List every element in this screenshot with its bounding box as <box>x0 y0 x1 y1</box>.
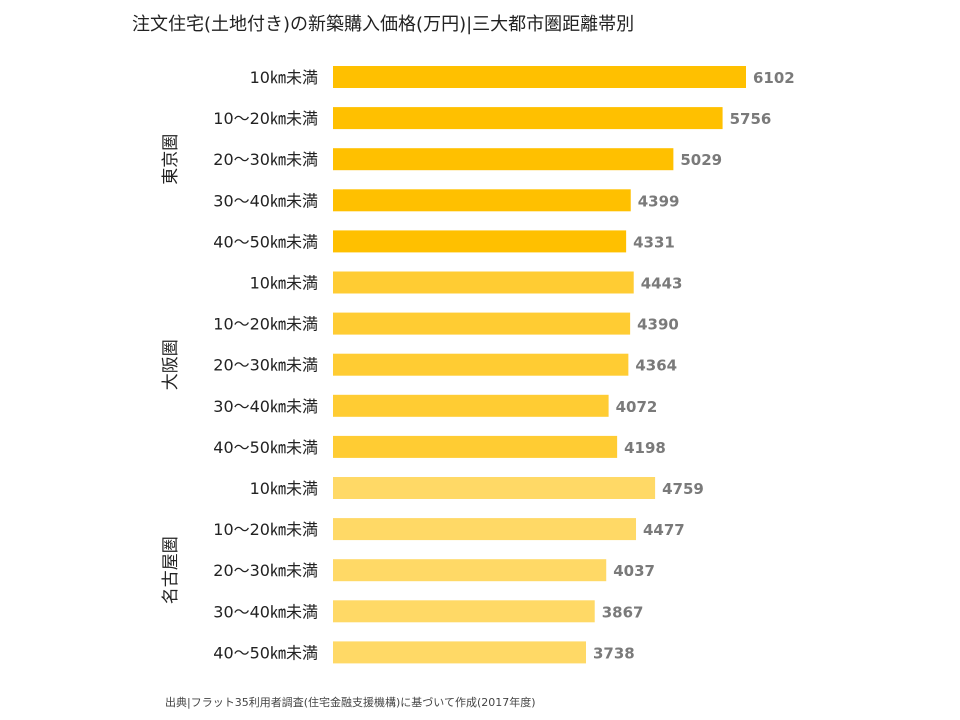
bar <box>333 559 607 582</box>
value-label: 4072 <box>616 398 658 416</box>
value-label: 5029 <box>680 151 722 169</box>
value-label: 4037 <box>613 562 655 580</box>
category-label: 30〜40㎞未満 <box>213 397 318 416</box>
value-label: 4759 <box>662 480 704 498</box>
category-label: 30〜40㎞未満 <box>213 191 318 210</box>
value-label: 6102 <box>753 69 795 87</box>
plot-area: 10㎞未満 6102 10〜20㎞未満 5756 20〜30㎞未満 5029 30〜40㎞未… <box>161 66 795 664</box>
bar <box>333 230 627 253</box>
value-label: 3738 <box>593 644 635 662</box>
category-label: 10㎞未満 <box>250 68 318 87</box>
group-label: 名古屋圏 <box>161 536 181 604</box>
value-label: 4477 <box>643 521 685 539</box>
category-label: 40〜50㎞未満 <box>213 438 318 457</box>
category-label: 10〜20㎞未満 <box>213 315 318 334</box>
category-label: 20〜30㎞未満 <box>213 561 318 580</box>
category-label: 10㎞未満 <box>250 274 318 293</box>
category-label: 30〜40㎞未満 <box>213 602 318 621</box>
bar <box>333 353 629 376</box>
bar <box>333 107 723 130</box>
value-label: 4443 <box>641 275 683 293</box>
bar <box>333 641 586 664</box>
category-label: 40〜50㎞未満 <box>213 232 318 251</box>
bar <box>333 312 631 335</box>
group-label: 大阪圏 <box>161 339 181 390</box>
bar <box>333 518 637 541</box>
chart-title: 注文住宅(土地付き)の新築購入価格(万円)|三大都市圏距離帯別 <box>132 14 634 35</box>
category-label: 20〜30㎞未満 <box>213 356 318 375</box>
bar <box>333 600 595 623</box>
value-label: 4364 <box>635 357 677 375</box>
source-note: 出典|フラット35利用者調査(住宅金融支援機構)に基づいて作成(2017年度) <box>165 695 536 709</box>
bar <box>333 66 746 88</box>
value-label: 4399 <box>638 192 680 210</box>
category-label: 40〜50㎞未満 <box>213 643 318 662</box>
category-label: 10㎞未満 <box>250 479 318 498</box>
group-label: 東京圏 <box>161 134 181 185</box>
category-label: 20〜30㎞未満 <box>213 150 318 169</box>
value-label: 3867 <box>602 603 644 621</box>
bar <box>333 148 674 171</box>
bar <box>333 394 609 417</box>
bar <box>333 435 618 458</box>
value-label: 4331 <box>633 233 675 251</box>
bar <box>333 271 634 294</box>
value-label: 4198 <box>624 439 666 457</box>
bar <box>333 477 656 499</box>
value-label: 4390 <box>637 316 679 334</box>
bar <box>333 189 631 212</box>
category-label: 10〜20㎞未満 <box>213 520 318 539</box>
value-label: 5756 <box>730 110 772 128</box>
category-label: 10〜20㎞未満 <box>213 109 318 128</box>
